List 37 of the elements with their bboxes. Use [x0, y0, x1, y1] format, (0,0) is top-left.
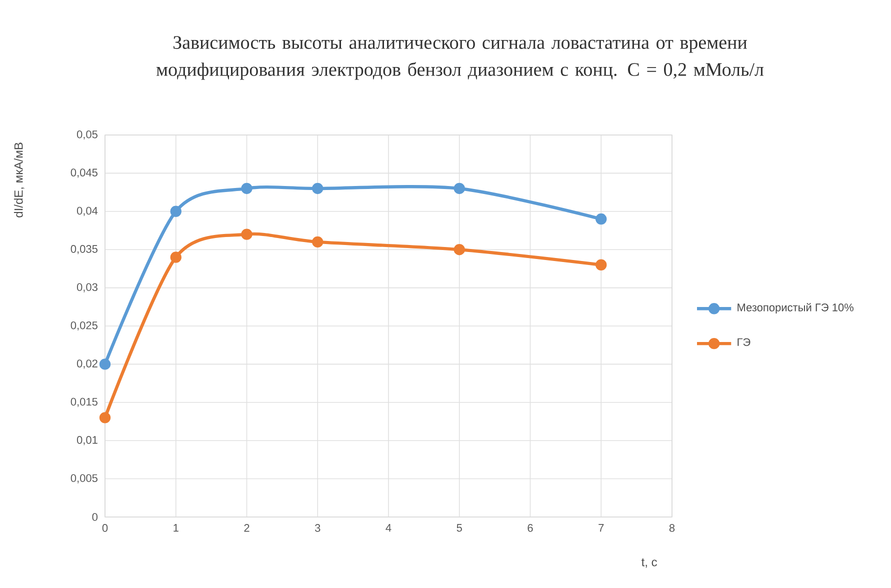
legend-label: Мезопористый ГЭ 10% [738, 303, 854, 314]
point [99, 358, 111, 370]
y-tick-label: 0,03 [76, 283, 98, 292]
y-axis-title: dI/dE, мкА/мВ [14, 142, 24, 218]
x-tick-label: 7 [598, 524, 604, 532]
chart-title: Зависимость высоты аналитического сигнала ловастатина от времени модифицирования электродов бензол диазонием с конц. С = 0,2 мМоль/л [156, 36, 764, 80]
y-tick-label: 0,04 [76, 206, 98, 216]
point [99, 412, 111, 424]
point [454, 182, 465, 194]
y-tick-label: 0,005 [70, 474, 98, 484]
x-tick-label: 5 [456, 524, 462, 532]
y-tick-label: 0,045 [70, 168, 98, 178]
y-tick-label: 0,01 [76, 436, 98, 446]
x-tick-label: 3 [314, 524, 320, 532]
point [170, 252, 182, 263]
x-tick-label: 0 [102, 524, 108, 532]
x-tick-label: 6 [528, 524, 533, 532]
point [241, 228, 252, 240]
y-tick-label: 0 [92, 513, 98, 521]
y-tick-label: 0,015 [70, 398, 98, 407]
y-tick-label: 0,035 [70, 245, 98, 254]
point [596, 259, 607, 270]
x-axis-title: t, c [642, 558, 657, 568]
x-tick-label: 4 [386, 524, 392, 532]
point [312, 182, 324, 194]
x-tick-label: 8 [669, 524, 675, 532]
point [454, 244, 465, 256]
x-tick-label: 1 [174, 524, 178, 532]
point [170, 206, 182, 217]
point [312, 236, 324, 248]
legend-label: ГЭ [738, 338, 750, 346]
point [241, 182, 252, 194]
point [596, 213, 607, 225]
x-tick-label: 2 [244, 524, 250, 532]
y-tick-label: 0,05 [76, 130, 98, 140]
y-tick-label: 0,02 [76, 360, 98, 369]
y-tick-label: 0,025 [70, 321, 98, 331]
